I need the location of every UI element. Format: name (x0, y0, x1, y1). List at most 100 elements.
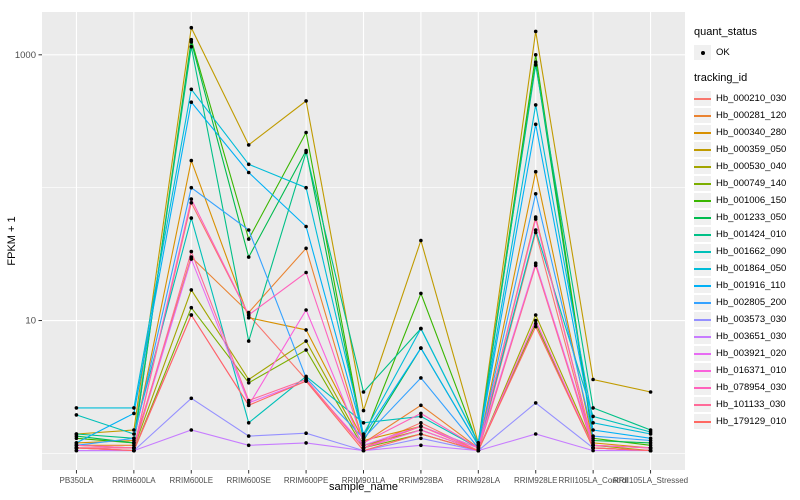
data-point (304, 441, 308, 445)
legend-item-label: Hb_000340_280 (716, 127, 787, 138)
data-point (246, 315, 251, 320)
data-point (189, 185, 194, 190)
data-point (533, 313, 538, 317)
x-tick-label: RRIM600LE (169, 476, 213, 485)
data-point (419, 424, 423, 429)
legend-item-label: Hb_000210_030 (716, 93, 787, 104)
data-point (361, 390, 366, 394)
data-point (476, 448, 481, 453)
data-point (361, 408, 366, 413)
data-point (591, 446, 595, 450)
legend-item-tracking: Hb_179129_010 (694, 413, 786, 430)
data-point (419, 238, 423, 243)
x-tick-label: RRIM600PE (284, 476, 328, 485)
series-line-icon (694, 227, 711, 242)
series-line-icon (694, 125, 711, 140)
data-point (246, 170, 251, 175)
x-axis-title: sample_name (328, 481, 399, 493)
data-point (533, 53, 538, 57)
data-point (246, 398, 251, 403)
series-line-icon (694, 346, 711, 361)
series-line-icon (694, 295, 711, 310)
ok-point-icon (694, 45, 711, 60)
data-point (361, 448, 366, 453)
legend-quant-items: OK (694, 44, 757, 61)
data-point (189, 313, 194, 317)
x-tick-label: RRIM600LA (112, 476, 156, 485)
data-point (246, 421, 251, 425)
data-point (246, 377, 251, 382)
series-line-icon (694, 414, 711, 429)
legend-item-label: Hb_000749_140 (716, 178, 787, 189)
data-point (304, 270, 308, 275)
data-point (189, 40, 194, 44)
data-point (189, 249, 194, 254)
data-point (246, 313, 251, 317)
data-point (132, 428, 136, 432)
data-point (304, 246, 308, 251)
data-point (419, 443, 423, 448)
legend-item-label: Hb_001662_090 (716, 246, 787, 257)
data-point (246, 228, 251, 232)
data-point (304, 348, 308, 352)
legend-item-label: Hb_016371_010 (716, 365, 787, 376)
data-point (591, 438, 595, 443)
data-point (189, 396, 194, 401)
data-point (533, 401, 538, 405)
legend-item-label: Hb_101133_030 (716, 399, 786, 410)
legend-item-tracking: Hb_003651_030 (694, 328, 786, 345)
data-point (648, 432, 653, 436)
data-point (189, 257, 194, 261)
legend-item-tracking: Hb_001233_050 (694, 209, 786, 226)
legend-item-tracking: Hb_000281_120 (694, 107, 786, 124)
legend-item-label: Hb_179129_010 (716, 416, 787, 427)
legend-quant-status: quant_status OK (694, 26, 757, 61)
data-point (246, 434, 251, 438)
series-line-icon (694, 193, 711, 208)
data-point (74, 413, 79, 417)
data-point (533, 318, 538, 323)
legend-item-tracking: Hb_000530_040 (694, 158, 786, 175)
data-point (591, 421, 595, 425)
data-point (419, 376, 423, 380)
y-axis-title: FPKM + 1 (6, 216, 18, 266)
data-point (246, 339, 251, 343)
data-point (189, 158, 194, 163)
data-point (304, 308, 308, 312)
data-point (246, 143, 251, 147)
legend-item-tracking: Hb_003573_030 (694, 311, 786, 328)
data-point (74, 443, 79, 448)
data-point (304, 328, 308, 332)
data-point (591, 434, 595, 438)
data-point (533, 169, 538, 174)
legend-item-label: Hb_001006_150 (716, 195, 787, 206)
data-point (648, 446, 653, 450)
data-point (304, 130, 308, 135)
legend-item-quant: OK (694, 44, 757, 61)
data-point (304, 379, 308, 383)
legend-item-tracking: Hb_016371_010 (694, 362, 786, 379)
x-tick-label: RRIM928BA (399, 476, 444, 485)
data-point (189, 25, 194, 30)
data-point (304, 99, 308, 103)
data-point (189, 305, 194, 310)
data-point (591, 443, 595, 448)
data-point (189, 87, 194, 92)
legend-tracking-id: tracking_id Hb_000210_030 Hb_000281_120 Hb… (694, 72, 786, 430)
data-point (533, 217, 538, 221)
series-line-icon (694, 210, 711, 225)
legend-item-label: Hb_001424_010 (716, 229, 787, 240)
data-point (132, 406, 136, 410)
data-point (246, 403, 251, 408)
data-point (74, 432, 79, 436)
y-tick-label: 1000 (15, 50, 36, 61)
legend-quant-title: quant_status (694, 26, 757, 38)
data-point (648, 438, 653, 443)
data-point (304, 339, 308, 343)
data-point (533, 230, 538, 235)
data-point (419, 346, 423, 350)
data-point (419, 291, 423, 296)
data-point (189, 216, 194, 220)
data-point (476, 446, 481, 450)
